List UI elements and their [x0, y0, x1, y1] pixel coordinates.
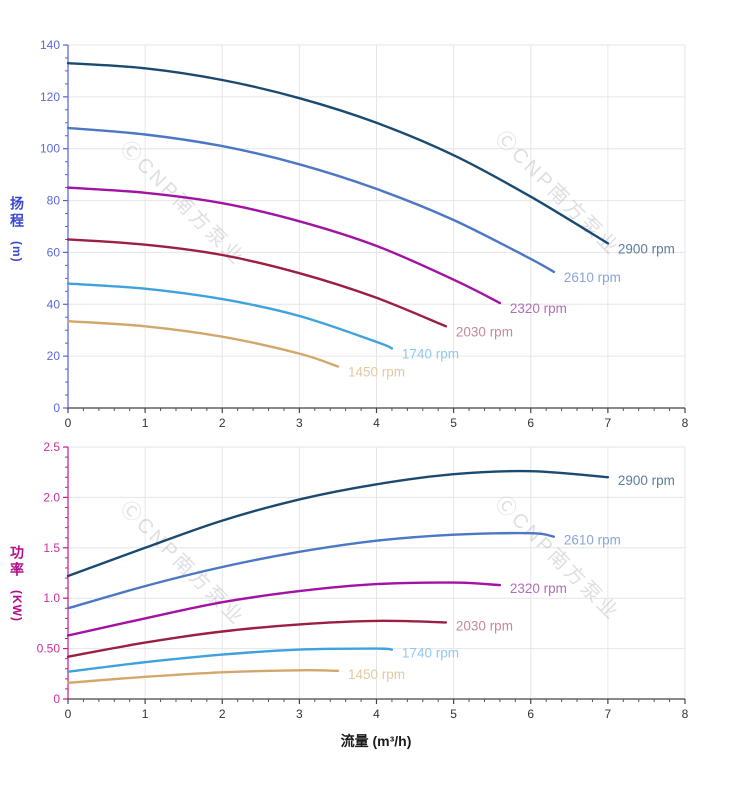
x-tick-label: 7	[605, 416, 612, 430]
series-label-2030-rpm: 2030 rpm	[456, 618, 513, 633]
series-label-2900-rpm: 2900 rpm	[618, 241, 675, 256]
series-label-1450-rpm: 1450 rpm	[348, 365, 405, 380]
y-tick-label: 1.0	[43, 591, 60, 605]
series-label-2030-rpm: 2030 rpm	[456, 324, 513, 339]
y-tick-label: 20	[47, 349, 61, 363]
x-tick-label: 0	[65, 416, 72, 430]
curve-1450-rpm	[66, 669, 340, 685]
power-grid	[68, 446, 686, 699]
y-tick-label: 40	[47, 297, 61, 311]
x-tick-label: 4	[373, 707, 380, 721]
series-label-1740-rpm: 1740 rpm	[402, 646, 459, 661]
series-label-2900-rpm: 2900 rpm	[618, 473, 675, 488]
x-tick-label: 6	[527, 707, 534, 721]
x-tick-label: 8	[682, 707, 689, 721]
curve-2030-rpm	[66, 619, 448, 658]
y-tick-label: 60	[47, 245, 61, 259]
power-axis-unit: (KW)	[10, 589, 24, 622]
power-axis-title-text: 功率	[9, 545, 25, 579]
curve-2320-rpm	[66, 186, 502, 305]
power-axis-title: 功率 (KW)	[9, 545, 25, 622]
y-tick-label: 80	[47, 194, 61, 208]
x-tick-label: 1	[142, 707, 149, 721]
series-label-2610-rpm: 2610 rpm	[564, 533, 621, 548]
x-tick-label: 1	[142, 416, 149, 430]
curve-1740-rpm	[66, 282, 394, 350]
power-chart: 0 0.50 1.0 1.5 2.0 2.5 0 1 2 3 4 5 6 7 8 2900 rpm 2610 r…	[37, 440, 689, 721]
curve-2610-rpm	[66, 531, 556, 610]
y-tick-label: 120	[40, 90, 60, 104]
curve-2030-rpm	[66, 238, 448, 328]
y-tick-label: 0	[53, 401, 60, 415]
curve-1450-rpm	[66, 319, 340, 368]
series-label-2320-rpm: 2320 rpm	[510, 581, 567, 596]
y-tick-label: 1.5	[43, 541, 60, 555]
curve-2320-rpm	[66, 581, 502, 637]
curve-2610-rpm	[66, 126, 556, 274]
curve-2900-rpm	[66, 61, 610, 245]
y-tick-label: 2.0	[43, 490, 60, 504]
y-tick-label: 2.5	[43, 440, 60, 454]
x-tick-label: 4	[373, 416, 380, 430]
x-tick-label: 2	[219, 707, 226, 721]
head-grid	[68, 44, 686, 408]
y-tick-label: 0.50	[37, 642, 61, 656]
series-label-2320-rpm: 2320 rpm	[510, 301, 567, 316]
x-tick-label: 5	[450, 707, 457, 721]
curve-2900-rpm	[66, 469, 610, 578]
x-tick-label: 2	[219, 416, 226, 430]
curve-1740-rpm	[66, 647, 394, 673]
head-axis-unit: (m)	[10, 240, 24, 263]
y-tick-label: 140	[40, 38, 60, 52]
y-tick-label: 0	[53, 692, 60, 706]
series-label-1740-rpm: 1740 rpm	[402, 346, 459, 361]
x-tick-label: 6	[527, 416, 534, 430]
head-axis-title: 扬程 (m)	[9, 196, 25, 263]
series-label-1450-rpm: 1450 rpm	[348, 667, 405, 682]
flow-axis-title: 流量 (m³/h)	[340, 733, 412, 749]
x-tick-label: 3	[296, 707, 303, 721]
head-chart: 0 20 40 60 80 100 120 140 0 1 2 3 4 5 6 7 8 2900 rpm 2610 …	[40, 38, 689, 430]
y-tick-label: 100	[40, 142, 60, 156]
x-tick-label: 5	[450, 416, 457, 430]
series-label-2610-rpm: 2610 rpm	[564, 270, 621, 285]
head-axis-title-text: 扬程	[9, 196, 25, 230]
x-tick-label: 3	[296, 416, 303, 430]
x-tick-label: 7	[605, 707, 612, 721]
x-tick-label: 0	[65, 707, 72, 721]
x-tick-label: 8	[682, 416, 689, 430]
brand-watermark: ⒸCNP南方泵业	[491, 491, 625, 625]
